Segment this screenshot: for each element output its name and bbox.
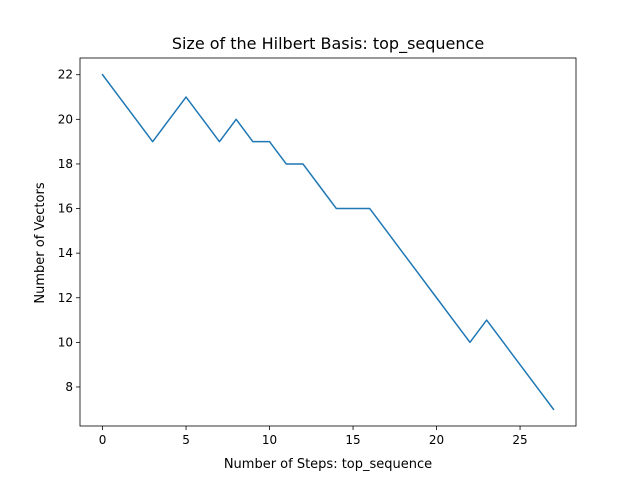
y-tick-label-10: 10: [58, 335, 73, 349]
y-tick-label-20: 20: [58, 112, 73, 126]
y-tick-label-18: 18: [58, 157, 73, 171]
chart-title: Size of the Hilbert Basis: top_sequence: [172, 34, 484, 54]
y-tick-label-12: 12: [58, 291, 73, 305]
x-tick-label-5: 5: [182, 433, 190, 447]
x-axis-label: Number of Steps: top_sequence: [224, 457, 432, 472]
x-tick-label-15: 15: [345, 433, 360, 447]
x-tick-label-10: 10: [262, 433, 277, 447]
x-tick-label-0: 0: [99, 433, 107, 447]
y-tick-label-14: 14: [58, 246, 73, 260]
plot-frame: [79, 57, 577, 427]
plot-area: 0 5 10 15 20 25 8 10 12 14 16 18 20 22: [58, 57, 577, 447]
y-tick-label-16: 16: [58, 202, 73, 216]
x-tick-label-20: 20: [429, 433, 444, 447]
y-axis-label: Number of Vectors: [33, 182, 48, 303]
y-tick-label-22: 22: [58, 68, 73, 82]
y-tick-label-8: 8: [65, 380, 73, 394]
x-tick-label-25: 25: [512, 433, 527, 447]
series-line-0: [101, 73, 555, 411]
